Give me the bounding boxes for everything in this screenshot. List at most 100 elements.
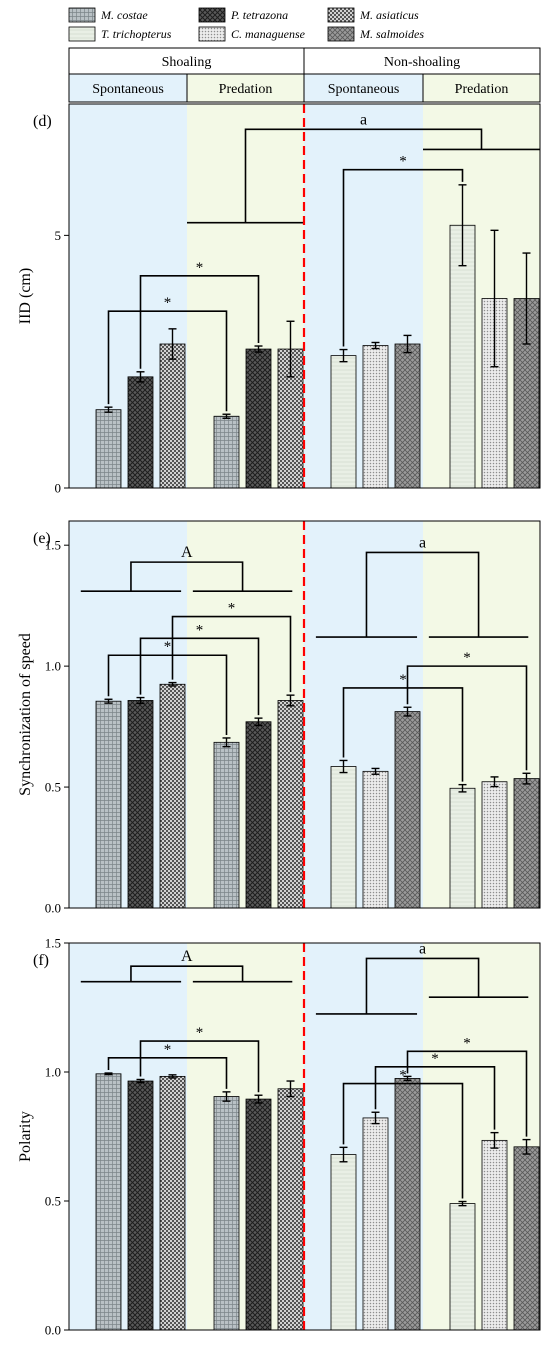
- bracket-line: [406, 665, 528, 771]
- bar: [95, 1073, 122, 1331]
- error-bar: [490, 1131, 499, 1149]
- bar: [330, 355, 357, 489]
- significance-bracket: *: [107, 295, 228, 412]
- panels: ***a05(d)IID (cm)*****Aa0.00.51.01.5(e)S…: [17, 103, 541, 1338]
- bracket-line: [171, 615, 292, 693]
- legend-swatch: [198, 26, 226, 42]
- bar: [95, 700, 122, 909]
- y-tick-label: 1.0: [45, 1065, 61, 1080]
- group-bracket-line: [130, 965, 244, 982]
- bar: [513, 778, 540, 909]
- error-bar: [403, 706, 412, 717]
- legend-label: C. managuense: [231, 27, 306, 41]
- y-axis-label: Polarity: [17, 1111, 34, 1162]
- significance-bracket: *: [342, 1068, 464, 1199]
- bar: [245, 721, 272, 909]
- error-bar: [490, 776, 499, 788]
- significance-bracket: *: [342, 154, 464, 347]
- bar: [513, 1146, 540, 1331]
- bar: [362, 345, 389, 489]
- group-label: a: [419, 534, 426, 551]
- error-bar: [136, 371, 145, 383]
- group-bracket-line: [365, 551, 480, 638]
- significance-bracket: *: [342, 672, 464, 782]
- bar: [127, 376, 154, 489]
- significance-star: *: [164, 639, 172, 655]
- bar: [330, 766, 357, 909]
- legend: M. costae P. tetrazona M. asiaticus T. t…: [68, 7, 424, 42]
- y-tick-label: 1.0: [45, 659, 61, 674]
- plot-frame: [68, 520, 541, 909]
- significance-star: *: [431, 1051, 439, 1067]
- header-cell-predation-1: [187, 74, 304, 102]
- legend-swatch: [68, 26, 96, 42]
- error-bar: [522, 772, 531, 785]
- significance-star: *: [228, 601, 236, 617]
- bar: [213, 1096, 240, 1331]
- bar: [362, 1117, 389, 1331]
- error-bar: [222, 737, 231, 748]
- bar: [449, 1203, 476, 1331]
- bracket-line: [374, 1066, 496, 1130]
- legend-swatch: [198, 7, 226, 23]
- legend-swatch: [327, 7, 355, 23]
- chart-panel: * * * * * A a 0.0 0.5 1.0 1.5(f) Polarity: [17, 936, 541, 1338]
- bracket-line: [406, 1050, 528, 1137]
- error-bar: [371, 341, 380, 350]
- error-bar: [104, 1072, 113, 1076]
- group-bracket: a: [187, 111, 540, 224]
- header-cell-spontaneous-2: [304, 74, 423, 102]
- group-bracket-line: [130, 561, 244, 592]
- error-bar: [339, 348, 348, 363]
- bar: [127, 700, 154, 909]
- header-cell-spontaneous-1: [69, 74, 187, 102]
- bar: [159, 683, 186, 909]
- error-bar: [286, 694, 295, 707]
- y-tick-label: 0.5: [45, 780, 61, 795]
- legend-entry: M. asiaticus: [327, 7, 419, 23]
- error-bar: [458, 1200, 467, 1207]
- error-bar: [168, 681, 177, 687]
- error-bar: [403, 334, 412, 354]
- group-bracket: A: [80, 948, 293, 983]
- y-tick-label: 0.5: [45, 1194, 61, 1209]
- chart-panel: * * * * * Aa 0.0 0.5 1.0 1.5(e) Synchronization of…: [17, 520, 541, 916]
- error-bar: [371, 767, 380, 775]
- panel-label: (d): [33, 113, 52, 130]
- group-label: A: [181, 544, 193, 561]
- group-bracket: a: [315, 534, 529, 638]
- legend-entry: P. tetrazona: [198, 7, 288, 23]
- error-bar: [168, 328, 177, 360]
- legend-swatch: [68, 7, 96, 23]
- error-bar: [104, 406, 113, 413]
- y-tick-label: 0.0: [45, 1323, 61, 1338]
- error-bar: [222, 413, 231, 419]
- bracket-line: [139, 637, 260, 716]
- group-label: a: [419, 940, 426, 957]
- error-bar: [136, 1078, 145, 1084]
- error-bar: [222, 1091, 231, 1102]
- error-bar: [286, 1080, 295, 1098]
- significance-bracket: *: [139, 1025, 260, 1093]
- bar: [213, 741, 240, 909]
- bar: [277, 1088, 304, 1331]
- panel-label: (e): [33, 530, 51, 547]
- group-bracket-line: [365, 957, 480, 1014]
- error-bar: [254, 717, 263, 727]
- error-bar: [490, 229, 499, 368]
- bracket-line: [139, 1040, 260, 1093]
- header-cell-predation-2: [423, 74, 540, 102]
- error-bar: [254, 1094, 263, 1104]
- legend-entry: T. trichopterus: [68, 26, 172, 42]
- significance-bracket: *: [107, 639, 228, 735]
- significance-bracket: *: [107, 1042, 228, 1089]
- error-bar: [286, 320, 295, 378]
- bar: [159, 1075, 186, 1331]
- error-bar: [254, 345, 263, 353]
- bar: [277, 700, 304, 909]
- header-condition: Predation: [219, 82, 273, 97]
- header-condition: Spontaneous: [92, 82, 164, 97]
- bar: [159, 343, 186, 489]
- significance-bracket: *: [139, 260, 260, 369]
- significance-bracket: *: [139, 622, 260, 716]
